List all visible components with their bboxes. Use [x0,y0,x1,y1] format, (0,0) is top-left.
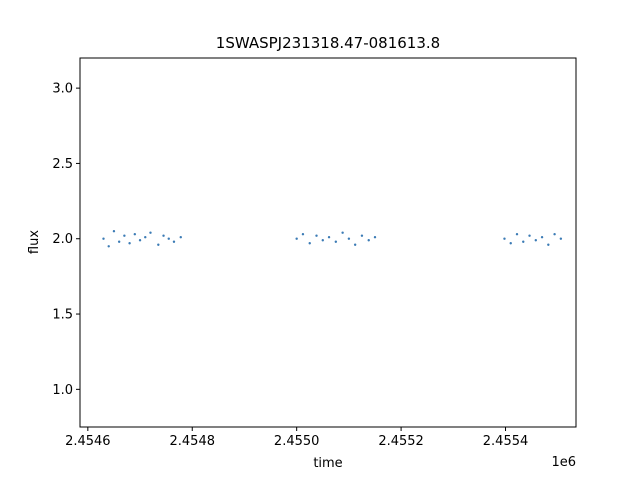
data-point [172,240,176,243]
chart-title: 1SWASPJ231318.47-081613.8 [216,34,440,52]
x-axis-offset-label: 1e6 [551,455,576,470]
x-tick-label: 2.4548 [170,434,216,449]
data-point [347,237,351,240]
y-tick-label: 2.5 [52,157,73,172]
x-tick-label: 2.4554 [483,434,529,449]
y-axis: 1.0 1.5 2.0 2.5 3.0 [52,82,80,398]
x-axis: 2.4546 2.4548 2.4550 2.4552 2.4554 [65,427,528,449]
data-point [553,233,556,236]
data-point [133,233,137,236]
data-point [144,236,147,239]
data-point [179,236,182,239]
data-point [360,234,364,237]
data-point [301,233,305,236]
data-point [308,242,311,245]
data-points [102,230,563,248]
data-point [559,237,563,240]
data-point [334,240,338,243]
data-point [157,243,160,246]
data-point [534,239,537,242]
data-point [128,242,131,245]
data-point [107,245,110,248]
data-point [295,237,298,240]
data-point [353,243,357,246]
data-point [327,236,331,239]
data-point [117,240,121,243]
data-point [123,234,126,237]
data-point [522,240,525,243]
data-point [149,231,152,234]
data-point [373,236,377,239]
x-tick-label: 2.4550 [274,434,320,449]
x-tick-label: 2.4546 [65,434,111,449]
x-axis-label: time [313,456,342,471]
data-point [540,236,544,239]
data-point [341,231,344,234]
y-tick-label: 1.0 [52,383,73,398]
data-point [367,239,370,242]
y-tick-label: 3.0 [52,82,73,97]
y-tick-label: 2.0 [52,232,73,247]
y-tick-label: 1.5 [52,308,73,323]
data-point [547,243,550,246]
data-point [515,233,519,236]
x-tick-label: 2.4552 [378,434,424,449]
data-point [503,237,506,240]
data-point [315,234,318,237]
data-point [102,237,105,240]
data-point [509,242,512,245]
data-point [112,230,116,233]
data-point [138,239,142,242]
data-point [321,239,324,242]
plot-frame [79,57,577,428]
data-point [528,234,531,237]
y-axis-label: flux [27,230,42,254]
data-point [167,237,170,240]
data-point [162,234,165,237]
